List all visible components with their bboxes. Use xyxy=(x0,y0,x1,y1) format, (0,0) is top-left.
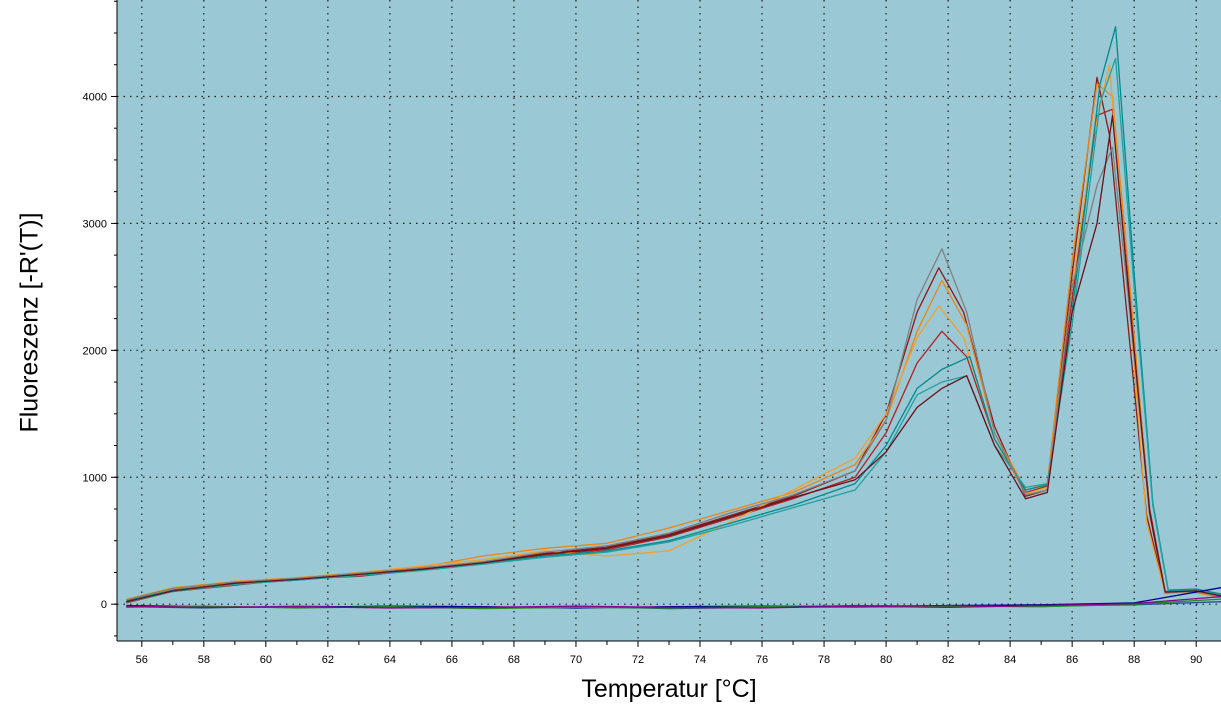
x-tick-label: 74 xyxy=(694,654,706,666)
x-tick-label: 72 xyxy=(632,654,644,666)
y-tick-label: 1000 xyxy=(83,472,107,484)
x-tick-label: 84 xyxy=(1004,654,1016,666)
x-tick-label: 64 xyxy=(384,654,396,666)
plot-area xyxy=(117,0,1221,641)
x-tick-label: 60 xyxy=(260,654,272,666)
series-line-6 xyxy=(126,57,1221,603)
series-line-12 xyxy=(126,595,1221,609)
y-tick-label: 2000 xyxy=(83,345,107,357)
x-tick-label: 66 xyxy=(446,654,458,666)
x-tick-label: 76 xyxy=(756,654,768,666)
x-tick-label: 90 xyxy=(1190,654,1202,666)
x-tick-label: 88 xyxy=(1128,654,1140,666)
series-layer xyxy=(126,26,1221,610)
x-tick-label: 62 xyxy=(322,654,334,666)
series-line-7 xyxy=(126,146,1221,601)
series-line-8 xyxy=(126,114,1221,603)
y-axis-label: Fluoreszenz [-R'(T)] xyxy=(15,212,44,433)
y-axis-label-wrap: Fluoreszenz [-R'(T)] xyxy=(0,0,60,645)
x-tick-label: 56 xyxy=(136,654,148,666)
x-tick-label: 78 xyxy=(818,654,830,666)
series-line-4 xyxy=(126,64,1221,600)
y-tick-label: 4000 xyxy=(83,91,107,103)
x-tick-label: 86 xyxy=(1066,654,1078,666)
axes: 56 58 60 62 64 66 68 70 72 74 76 78 80 82 84 86 88 90 0 100… xyxy=(83,0,1221,666)
x-tick-label: 58 xyxy=(198,654,210,666)
x-tick-label: 82 xyxy=(942,654,954,666)
x-tick-label: 70 xyxy=(570,654,582,666)
x-tick-label: 80 xyxy=(880,654,892,666)
y-tick-label: 3000 xyxy=(83,218,107,230)
y-tick-label: 0 xyxy=(101,599,107,611)
x-tick-label: 68 xyxy=(508,654,520,666)
x-axis-label: Temperatur [°C] xyxy=(581,675,757,703)
